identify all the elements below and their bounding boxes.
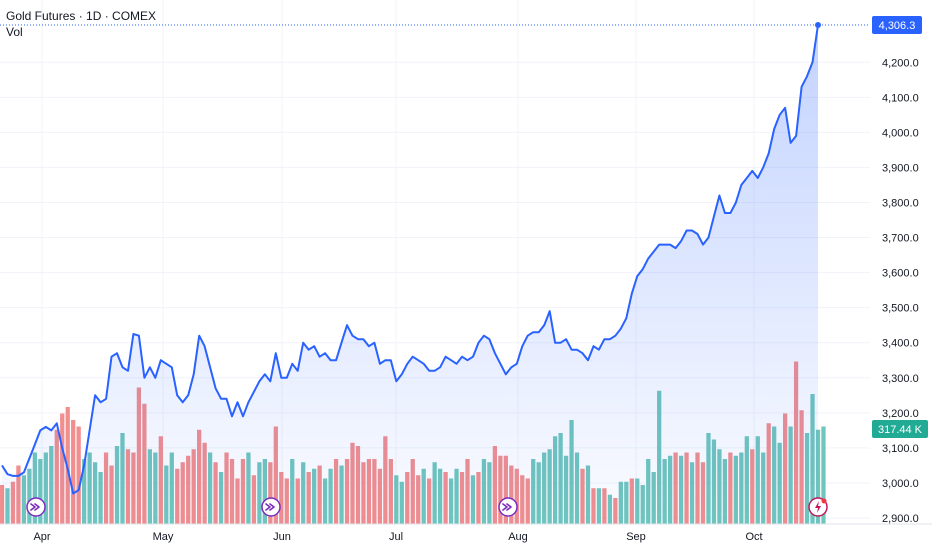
volume-bar (76, 426, 81, 524)
y-tick-label: 3,900.0 (882, 162, 919, 174)
y-tick-label: 3,100.0 (882, 443, 919, 455)
event-icons (26, 497, 828, 517)
x-axis[interactable]: Apr May Jun Jul Aug Sep Oct (0, 523, 932, 550)
volume-bar (71, 420, 76, 524)
x-tick-label: Apr (33, 531, 50, 543)
axis-tags: 4,306.3 317.44 K (872, 16, 928, 438)
lightning-icon[interactable] (808, 497, 828, 517)
volume-tag: 317.44 K (872, 420, 928, 438)
y-axis[interactable]: 2,900.0 3,000.0 3,100.0 3,200.0 3,300.0 3,400… (870, 0, 932, 550)
y-tick-label: 4,200.0 (882, 57, 919, 69)
grid (0, 0, 870, 524)
forward-arrow-icon[interactable] (26, 497, 46, 517)
x-tick-label: Sep (626, 531, 646, 543)
chart-legend: Gold Futures · 1D · COMEX Vol (6, 8, 156, 40)
volume-value: 317.44 K (878, 424, 923, 436)
price-line (1, 24, 819, 495)
volume-label: Vol (6, 25, 23, 39)
price-area-fill (2, 25, 818, 524)
x-tick-label: Jun (273, 531, 291, 543)
y-tick-label: 4,100.0 (882, 92, 919, 104)
y-tick-label: 3,600.0 (882, 268, 919, 280)
forward-arrow-icon[interactable] (261, 497, 281, 517)
symbol-title[interactable]: Gold Futures · 1D · COMEX (6, 9, 157, 23)
y-tick-label: 3,800.0 (882, 197, 919, 209)
y-tick-label: 3,300.0 (882, 373, 919, 385)
y-tick-label: 4,000.0 (882, 127, 919, 139)
x-tick-label: Oct (745, 531, 762, 543)
y-tick-label: 3,200.0 (882, 408, 919, 420)
y-axis-panel (870, 0, 932, 550)
last-price-point (815, 22, 821, 28)
y-tick-label: 3,700.0 (882, 233, 919, 245)
x-tick-label: Aug (508, 531, 528, 543)
y-tick-label: 2,900.0 (882, 513, 919, 525)
last-price-value: 4,306.3 (879, 20, 916, 32)
last-price-tag: 4,306.3 (872, 16, 922, 34)
forward-arrow-icon[interactable] (498, 497, 518, 517)
volume-bar (821, 426, 826, 524)
y-tick-label: 3,000.0 (882, 478, 919, 490)
x-axis-panel (0, 524, 932, 550)
y-tick-label: 3,400.0 (882, 338, 919, 350)
x-tick-label: Jul (389, 531, 403, 543)
y-tick-label: 3,500.0 (882, 303, 919, 315)
x-tick-label: May (153, 531, 174, 543)
